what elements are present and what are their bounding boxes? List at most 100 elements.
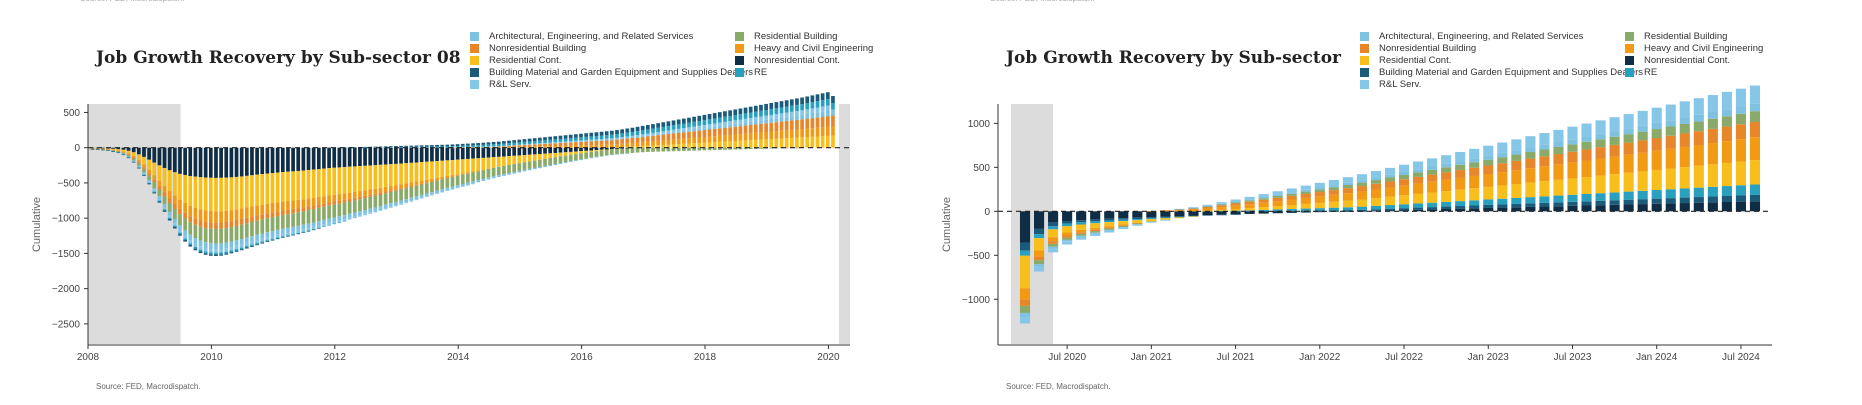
legend-item[interactable]: Residential Building	[735, 31, 837, 42]
bar-segment	[1132, 223, 1143, 225]
bar-segment	[332, 217, 337, 222]
bar-segment	[507, 143, 511, 146]
bar-segment	[172, 218, 177, 224]
bar-segment	[640, 136, 645, 138]
bar-segment	[630, 135, 635, 138]
bar-segment	[450, 144, 455, 147]
bar-segment	[280, 210, 285, 216]
bar-segment	[476, 158, 481, 171]
bar-segment	[1651, 190, 1662, 199]
legend-item[interactable]: Building Material and Garden Equipment a…	[1360, 67, 1643, 78]
bar-segment	[1398, 171, 1410, 175]
bar-segment	[1651, 150, 1662, 170]
bar-segment	[316, 147, 321, 170]
legend-item[interactable]: Residential Cont.	[1360, 55, 1451, 66]
bar-segment	[1286, 209, 1297, 211]
bar-segment	[250, 216, 254, 223]
bar-segment	[450, 186, 455, 189]
bar-segment	[1693, 202, 1704, 212]
bar-segment	[681, 147, 686, 151]
bar-segment	[532, 154, 537, 161]
bar-segment	[789, 116, 794, 121]
bar-segment	[1034, 264, 1045, 267]
bar-segment	[1693, 197, 1704, 203]
bar-segment	[152, 162, 157, 176]
bar-segment	[517, 155, 522, 164]
bar-segment	[1525, 168, 1536, 183]
bar-segment	[95, 149, 100, 150]
bar-segment	[1146, 211, 1157, 218]
bar-segment	[784, 138, 789, 148]
bar-segment	[707, 147, 712, 151]
bar-segment	[1735, 124, 1746, 140]
bar-segment	[250, 175, 254, 207]
bar-segment	[460, 147, 465, 148]
bar-segment	[1749, 194, 1761, 202]
bar-segment	[538, 140, 542, 144]
legend-item[interactable]: Residential Cont.	[470, 55, 561, 66]
bar-segment	[1104, 211, 1115, 219]
bar-segment	[198, 249, 203, 252]
bar-segment	[1104, 220, 1115, 223]
bar-segment	[1118, 224, 1129, 226]
bar-segment	[712, 147, 717, 151]
legend-item[interactable]: Nonresidential Building	[470, 43, 586, 54]
bar-segment	[347, 217, 352, 220]
legend-item[interactable]: Architectural, Engineering, and Related …	[470, 31, 693, 42]
bar-segment	[594, 135, 599, 140]
legend-item[interactable]: Nonresidential Cont.	[1625, 55, 1730, 66]
bar-segment	[126, 155, 131, 157]
x-tick-label: 2012	[324, 352, 347, 363]
y-tick-label: 0	[984, 207, 990, 218]
bar-segment	[1230, 203, 1241, 206]
bar-segment	[1244, 204, 1255, 209]
bar-segment	[1132, 217, 1143, 220]
bar-segment	[656, 145, 660, 148]
bar-segment	[717, 128, 722, 136]
bar-segment	[430, 145, 434, 147]
bar-segment	[1735, 185, 1746, 196]
bar-segment	[1076, 235, 1087, 237]
legend-item[interactable]: Architectural, Engineering, and Related …	[1360, 31, 1583, 42]
bar-segment	[111, 151, 115, 152]
legend-item[interactable]: Residential Building	[1625, 31, 1727, 42]
bar-segment	[162, 210, 167, 212]
bar-segment	[589, 141, 594, 146]
bar-segment	[280, 147, 285, 173]
x-tick-label: Jul 2020	[1048, 352, 1086, 363]
bar-segment	[244, 237, 249, 243]
legend-item[interactable]: Nonresidential Cont.	[735, 55, 840, 66]
bar-segment	[723, 141, 727, 148]
bar-segment	[784, 100, 789, 107]
bar-segment	[1623, 142, 1634, 155]
bar-segment	[203, 210, 208, 222]
bar-segment	[656, 147, 660, 152]
bar-segment	[810, 95, 815, 103]
bar-segment	[615, 137, 619, 140]
bar-segment	[1090, 229, 1101, 232]
legend-item[interactable]: Nonresidential Building	[1360, 43, 1476, 54]
bar-segment	[764, 131, 768, 140]
bar-segment	[265, 232, 270, 238]
bar-segment	[250, 147, 254, 176]
legend-item[interactable]: RE	[735, 67, 767, 78]
bar-segment	[214, 243, 218, 250]
legend-item[interactable]: R&L Serv.	[470, 79, 531, 90]
legend-item[interactable]: Heavy and Civil Engineering	[1625, 43, 1763, 54]
bar-segment	[671, 120, 676, 126]
bar-segment	[414, 162, 419, 182]
legend-item[interactable]: Building Material and Garden Equipment a…	[470, 67, 753, 78]
bar-segment	[244, 207, 249, 218]
bar-segment	[491, 167, 496, 177]
legend-item[interactable]: RE	[1625, 67, 1657, 78]
bar-segment	[219, 228, 223, 244]
bar-segment	[604, 147, 609, 150]
bar-segment	[157, 196, 162, 199]
bar-segment	[1314, 202, 1325, 209]
bar-segment	[733, 147, 738, 150]
legend-item[interactable]: R&L Serv.	[1360, 79, 1421, 90]
bar-segment	[563, 155, 568, 163]
bar-segment	[142, 167, 146, 169]
legend-item[interactable]: Heavy and Civil Engineering	[735, 43, 873, 54]
bars	[1019, 85, 1761, 324]
